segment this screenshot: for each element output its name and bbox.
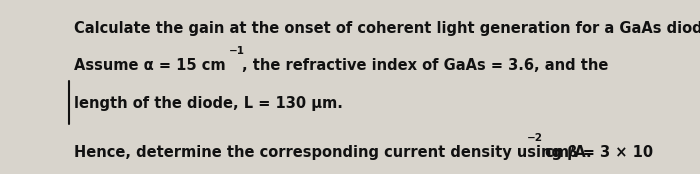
Text: Calculate the gain at the onset of coherent light generation for a GaAs diode.: Calculate the gain at the onset of coher… bbox=[74, 21, 700, 36]
Text: , the refractive index of GaAs = 3.6, and the: , the refractive index of GaAs = 3.6, an… bbox=[241, 58, 608, 73]
Text: cm/A.: cm/A. bbox=[540, 145, 592, 160]
Text: length of the diode, L = 130 μm.: length of the diode, L = 130 μm. bbox=[74, 96, 342, 111]
Text: Hence, determine the corresponding current density using β = 3 × 10: Hence, determine the corresponding curre… bbox=[74, 145, 652, 160]
Text: Assume α = 15 cm: Assume α = 15 cm bbox=[74, 58, 225, 73]
Text: −1: −1 bbox=[229, 46, 245, 56]
Text: Assume α = 15 cm: Assume α = 15 cm bbox=[74, 58, 225, 73]
Text: −2: −2 bbox=[527, 133, 543, 143]
